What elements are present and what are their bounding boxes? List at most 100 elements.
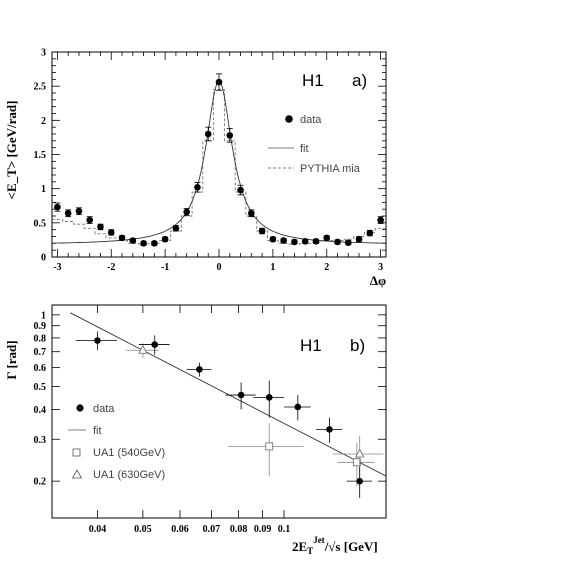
- data-point: [323, 234, 331, 242]
- data-point: [204, 130, 212, 138]
- y-tick-label-a: 0.5: [34, 218, 47, 229]
- x-axis-label-a: Δφ: [370, 273, 386, 288]
- data-point: [291, 238, 298, 246]
- data-point-b: [196, 366, 203, 373]
- data-point: [312, 237, 320, 245]
- legend-a: data fit PYTHIA mia: [268, 114, 361, 175]
- panel-label-b: b): [350, 336, 365, 355]
- legend-label-fit-b: fit: [93, 425, 102, 437]
- panel-label-a: a): [352, 71, 367, 90]
- data-point: [194, 184, 201, 191]
- data-point: [86, 216, 94, 224]
- data-point: [151, 240, 158, 247]
- data-point: [269, 235, 277, 243]
- data-point-b: [151, 341, 159, 348]
- experiment-label-a: H1: [302, 71, 324, 90]
- legend-label-data-b: data: [93, 403, 115, 415]
- x-tick-label-b: 0.07: [203, 524, 221, 535]
- x-tick-label-a: 3: [378, 262, 383, 273]
- x-tick-label-a: -3: [53, 262, 61, 273]
- data-point: [334, 238, 341, 246]
- legend-marker-data-b: [76, 404, 84, 412]
- data-point-b: [326, 426, 333, 433]
- y-tick-label-b: 0.7: [34, 347, 47, 358]
- data-point: [237, 186, 244, 194]
- data-point-b: [356, 477, 363, 485]
- y-tick-label-b: 1: [41, 310, 46, 321]
- y-tick-label-b: 0.5: [34, 382, 47, 393]
- data-point-b: [94, 337, 101, 344]
- data-point: [97, 223, 104, 231]
- ua1-630-point: [355, 448, 365, 458]
- data-point: [140, 240, 147, 247]
- data-point: [258, 227, 266, 235]
- data-point: [75, 207, 83, 215]
- y-axis-label-a: <E_T> [GeV/rad]: [4, 101, 19, 200]
- panel-a-ticks: -3 -2 -1 0 1 2 3 0 0.5 1 1.5 2 2.5 3: [34, 48, 386, 273]
- data-point: [248, 209, 255, 217]
- y-tick-label-b: 0.3: [34, 435, 47, 446]
- x-tick-label-a: 1: [270, 262, 275, 273]
- ua1-630-point: [138, 344, 148, 354]
- data-point: [118, 234, 126, 242]
- fit-line-b: [70, 312, 387, 477]
- x-tick-label-a: -1: [161, 262, 169, 273]
- y-tick-label-a: 1.5: [34, 150, 47, 161]
- ua1-540-point: [352, 458, 361, 467]
- data-point: [161, 235, 169, 243]
- legend-label-pythia-a: PYTHIA mia: [300, 163, 361, 175]
- data-points-b: [75, 331, 384, 498]
- data-point-b: [294, 403, 302, 411]
- legend-label-ua1-630-b: UA1 (630GeV): [93, 469, 165, 481]
- y-tick-label-b: 0.6: [34, 363, 47, 374]
- data-point: [129, 237, 137, 244]
- y-tick-label-a: 1: [41, 184, 46, 195]
- legend-b: data fit UA1 (540GeV) UA1 (630GeV): [68, 403, 165, 481]
- x-tick-label-a: 0: [217, 262, 222, 273]
- fit-line: [70, 312, 387, 477]
- x-tick-label-b: 0.04: [89, 524, 107, 535]
- legend-marker-data-a: [285, 115, 293, 123]
- ua1-540-point: [265, 442, 274, 451]
- data-point-b: [237, 391, 245, 399]
- panel-a: -3 -2 -1 0 1 2 3 0 0.5 1 1.5 2 2.5 3 H1 a) Δφ <E_T> […: [4, 48, 387, 288]
- experiment-label-b: H1: [300, 336, 322, 355]
- data-point: [355, 235, 363, 243]
- legend-label-data-a: data: [300, 114, 322, 126]
- panel-b-frame: [51, 304, 387, 519]
- data-point-b: [265, 394, 273, 401]
- panel-b-ticks: 0.04 0.05 0.06 0.07 0.08 0.09 0.1 0.2 0.3 0.4 0.5 0…: [34, 305, 386, 535]
- y-tick-label-b: 0.4: [34, 405, 47, 416]
- x-tick-label-b: 0.06: [171, 524, 189, 535]
- x-axis-label-b-part: Jet: [313, 535, 325, 545]
- y-tick-label-b: 0.8: [34, 333, 47, 344]
- data-point: [377, 216, 384, 224]
- x-tick-label-b: 0.08: [230, 524, 248, 535]
- fit-curve-a: [52, 80, 386, 244]
- legend-marker-ua1-630-b: [71, 469, 83, 479]
- y-tick-label-a: 2: [41, 116, 46, 127]
- y-tick-label-a: 0: [41, 253, 46, 264]
- data-point: [64, 209, 72, 217]
- legend-marker-ua1-540-b: [72, 448, 81, 457]
- data-point: [344, 239, 352, 246]
- x-tick-label-a: 2: [324, 262, 329, 273]
- y-axis-label-b: Γ [rad]: [4, 340, 19, 379]
- y-tick-label-b: 0.9: [34, 321, 47, 332]
- x-axis-label-b-part: T: [307, 546, 313, 556]
- data-point: [215, 78, 223, 86]
- data-point: [226, 132, 234, 139]
- legend-label-fit-a: fit: [300, 143, 309, 155]
- data-point: [107, 229, 115, 236]
- x-tick-label-b: 0.05: [134, 524, 152, 535]
- x-tick-label-a: -2: [107, 262, 115, 273]
- x-axis-label-b-part: 2E: [292, 539, 307, 554]
- x-tick-label-b: 0.1: [278, 524, 291, 535]
- x-tick-label-b: 0.09: [254, 524, 272, 535]
- fit-curve-path: [52, 80, 386, 244]
- y-tick-label-b: 0.2: [34, 477, 47, 488]
- x-axis-label-b-part: /√s [GeV]: [324, 539, 378, 554]
- data-point: [172, 225, 180, 232]
- x-axis-label-b: 2ETJet/√s [GeV]: [292, 535, 378, 556]
